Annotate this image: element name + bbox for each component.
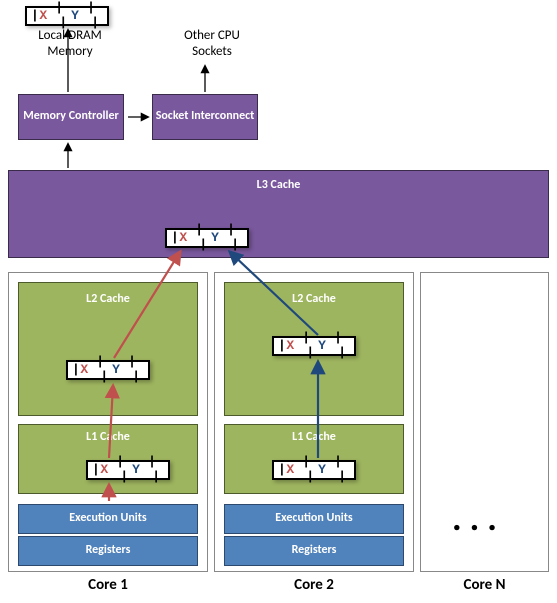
core2-label: Core 2	[214, 576, 414, 594]
l1-label-core2: L1 Cache	[292, 431, 336, 445]
cache-line-top: |X| |Y| |	[25, 6, 109, 26]
cache-line-l3: |X| |Y| |	[165, 228, 249, 248]
local-dram-label: Local DRAMMemory	[10, 28, 130, 59]
core2-text: Core 2	[294, 576, 334, 594]
socket-interconnect: Socket Interconnect	[152, 94, 258, 140]
cache-line-l1-core2: |X| |Y| |	[272, 460, 356, 480]
l3-cache: L3 Cache	[8, 170, 549, 258]
exec-units-core2: Execution Units	[224, 504, 404, 534]
cache-line-l2-core1: |X| |Y| |	[66, 360, 150, 380]
registers-core1: Registers	[18, 536, 198, 566]
other-sockets-label: Other CPUSockets	[152, 28, 272, 59]
l1-label-core1: L1 Cache	[86, 431, 130, 445]
dots-text: ...	[452, 496, 505, 540]
l2-label-core1: L2 Cache	[86, 293, 130, 307]
l3-label: L3 Cache	[257, 179, 301, 193]
l2-cache-core1: L2 Cache	[18, 282, 198, 416]
exec-label-core1: Execution Units	[69, 512, 146, 526]
coren-label: Core N	[420, 576, 549, 594]
registers-core2: Registers	[224, 536, 404, 566]
exec-units-core1: Execution Units	[18, 504, 198, 534]
ellipsis-icon: ...	[452, 496, 505, 540]
coren-text: Core N	[464, 576, 506, 594]
cache-line-l2-core2: |X| |Y| |	[272, 336, 356, 356]
exec-label-core2: Execution Units	[275, 512, 352, 526]
core1-text: Core 1	[88, 576, 128, 594]
local-dram-text: Local DRAMMemory	[38, 28, 102, 59]
other-sockets-text: Other CPUSockets	[184, 28, 240, 59]
socket-inter-label: Socket Interconnect	[156, 110, 255, 124]
cache-line-l1-core1: |X| |Y| |	[86, 460, 170, 480]
core1-label: Core 1	[8, 576, 208, 594]
memory-controller: Memory Controller	[18, 94, 124, 140]
reg-label-core2: Registers	[292, 544, 337, 558]
l2-label-core2: L2 Cache	[292, 293, 336, 307]
reg-label-core1: Registers	[86, 544, 131, 558]
mem-ctrl-label: Memory Controller	[23, 110, 119, 124]
